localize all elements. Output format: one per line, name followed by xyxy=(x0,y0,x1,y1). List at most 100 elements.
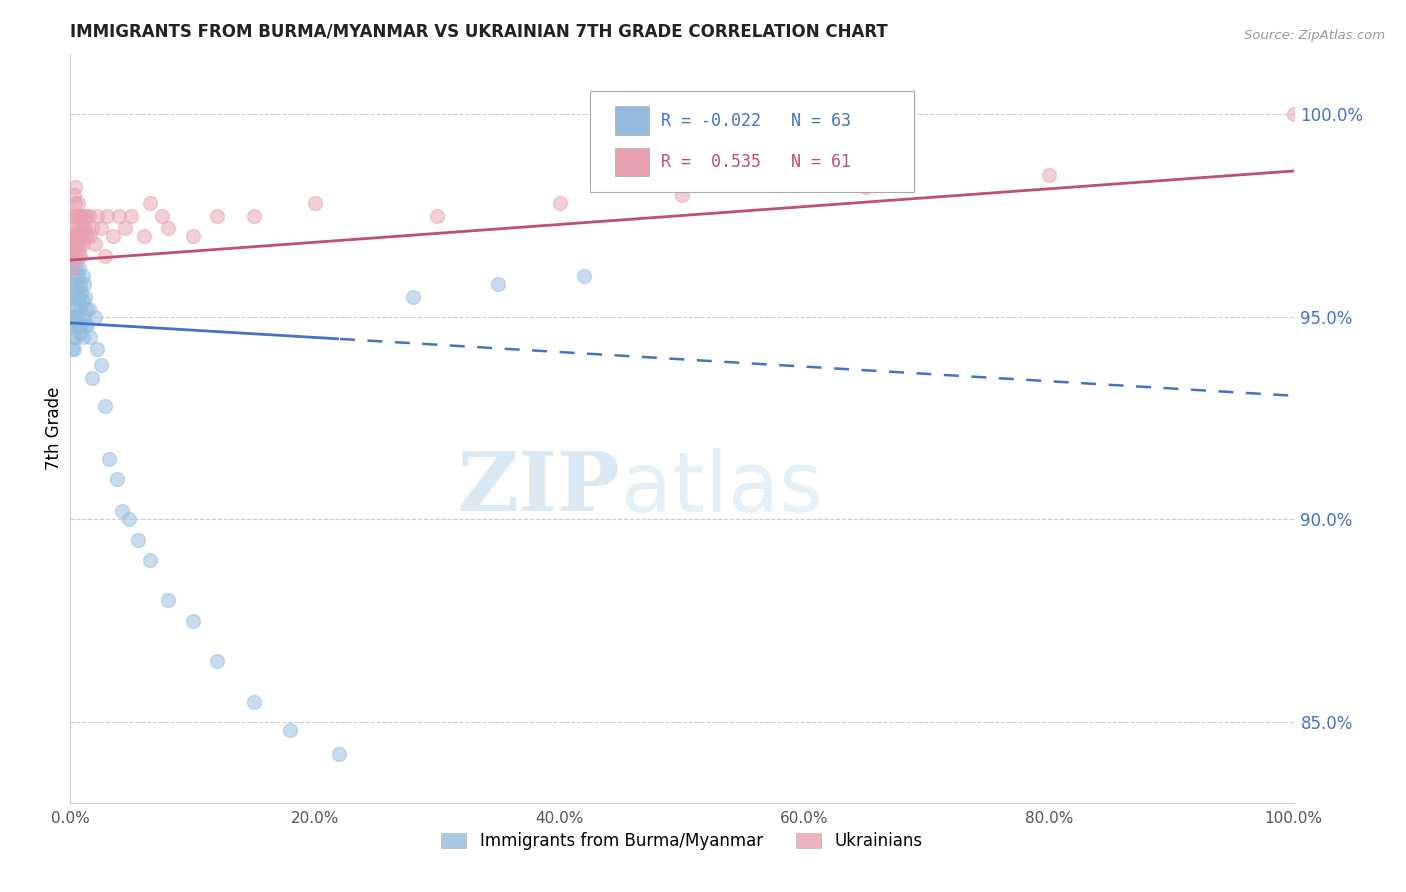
Point xyxy=(72,236,94,251)
Point xyxy=(1282,107,1305,121)
Text: IMMIGRANTS FROM BURMA/MYANMAR VS UKRAINIAN 7TH GRADE CORRELATION CHART: IMMIGRANTS FROM BURMA/MYANMAR VS UKRAINI… xyxy=(70,23,889,41)
Point xyxy=(66,318,89,332)
Point xyxy=(76,228,98,243)
Point xyxy=(69,301,91,316)
Point xyxy=(105,472,128,486)
Point xyxy=(73,277,96,292)
Point xyxy=(66,236,89,251)
Point xyxy=(72,269,94,284)
Point xyxy=(63,318,86,332)
Point xyxy=(96,209,118,223)
Point xyxy=(63,249,86,263)
Point xyxy=(181,614,204,628)
Point xyxy=(488,277,510,292)
Point xyxy=(67,289,90,303)
Point xyxy=(86,342,108,356)
Point xyxy=(60,289,83,303)
Point xyxy=(671,188,693,202)
Point xyxy=(205,209,228,223)
Point xyxy=(855,180,877,194)
Point xyxy=(139,553,162,567)
Point xyxy=(63,342,86,356)
Point xyxy=(60,228,83,243)
Point xyxy=(63,330,86,344)
Point xyxy=(67,209,90,223)
Point xyxy=(86,209,108,223)
Point xyxy=(132,228,155,243)
Point xyxy=(79,228,101,243)
Point xyxy=(60,342,83,356)
Point xyxy=(66,269,89,284)
Point xyxy=(205,654,228,668)
Point xyxy=(65,249,87,263)
Legend: Immigrants from Burma/Myanmar, Ukrainians: Immigrants from Burma/Myanmar, Ukrainian… xyxy=(433,823,931,858)
Point xyxy=(63,188,86,202)
Point xyxy=(70,318,93,332)
Point xyxy=(72,330,94,344)
Point xyxy=(75,301,97,316)
Point xyxy=(63,261,86,276)
Point xyxy=(60,261,83,276)
Point xyxy=(328,747,350,762)
Point xyxy=(63,310,86,324)
Point xyxy=(572,269,595,284)
Point xyxy=(243,694,266,708)
Point xyxy=(65,261,87,276)
Point xyxy=(76,318,98,332)
Point xyxy=(304,196,326,211)
Point xyxy=(65,209,87,223)
Point xyxy=(402,289,425,303)
Text: atlas: atlas xyxy=(621,448,823,529)
Point xyxy=(150,209,173,223)
Point xyxy=(62,236,84,251)
Point xyxy=(111,504,134,518)
Point xyxy=(63,228,86,243)
FancyBboxPatch shape xyxy=(591,91,914,192)
Point xyxy=(93,249,115,263)
Point xyxy=(66,289,89,303)
Point xyxy=(65,318,87,332)
Point xyxy=(73,310,96,324)
Point xyxy=(73,209,96,223)
Point xyxy=(69,249,91,263)
Point xyxy=(69,236,91,251)
Point xyxy=(1038,168,1060,182)
Point xyxy=(63,180,86,194)
Point xyxy=(73,220,96,235)
Point xyxy=(65,228,87,243)
Point xyxy=(157,593,180,607)
Point xyxy=(243,209,266,223)
Point xyxy=(108,209,131,223)
Point xyxy=(67,318,90,332)
Point xyxy=(62,249,84,263)
Point xyxy=(60,310,83,324)
Point xyxy=(79,330,101,344)
Point xyxy=(73,318,96,332)
Point xyxy=(83,310,105,324)
Point xyxy=(157,220,180,235)
Text: R =  0.535   N = 61: R = 0.535 N = 61 xyxy=(661,153,851,171)
Point xyxy=(139,196,162,211)
Point xyxy=(60,236,83,251)
Text: ZIP: ZIP xyxy=(458,448,621,528)
Point xyxy=(70,209,93,223)
Point xyxy=(69,277,91,292)
Point xyxy=(82,220,104,235)
Point xyxy=(90,359,112,373)
Point xyxy=(118,512,141,526)
Point xyxy=(83,236,105,251)
Point xyxy=(63,196,86,211)
Text: Source: ZipAtlas.com: Source: ZipAtlas.com xyxy=(1244,29,1385,42)
Text: R = -0.022   N = 63: R = -0.022 N = 63 xyxy=(661,112,851,130)
Point xyxy=(101,228,124,243)
Point xyxy=(62,330,84,344)
Point xyxy=(63,220,86,235)
Point xyxy=(73,228,96,243)
Point xyxy=(69,326,91,340)
Point xyxy=(62,301,84,316)
Point xyxy=(62,209,84,223)
Bar xyxy=(614,106,650,135)
Point xyxy=(72,293,94,308)
Point xyxy=(65,301,87,316)
Point xyxy=(67,261,90,276)
